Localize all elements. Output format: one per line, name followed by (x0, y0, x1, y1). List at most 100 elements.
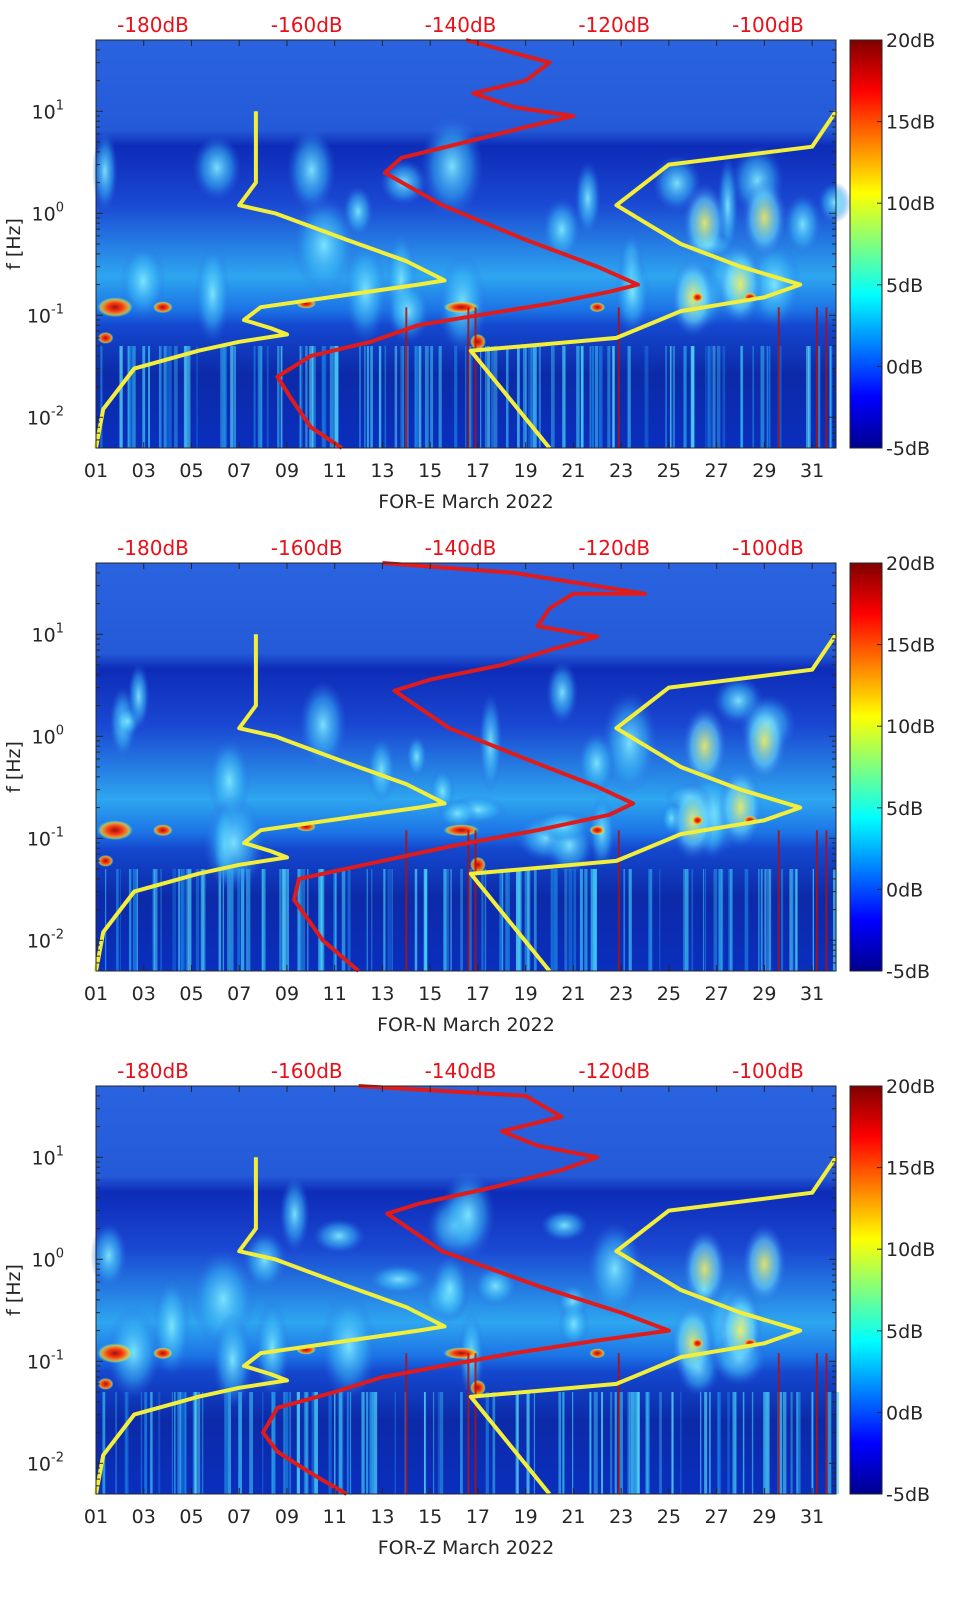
spectrogram-streak (337, 346, 339, 448)
spectrogram-streak (311, 1392, 315, 1494)
spectrogram-streak (627, 346, 631, 448)
spectrogram-streak (116, 869, 119, 971)
spectrum-median-line (292, 561, 647, 973)
energy-blob (742, 1223, 787, 1304)
colorbar-label: -5dB (886, 438, 930, 460)
spectrogram-streak (320, 869, 323, 971)
noise-model-low-line (94, 634, 447, 972)
x-axis-title: FOR-Z March 2022 (378, 1537, 555, 1559)
x-tick-label: 29 (752, 460, 776, 482)
hot-spot (469, 1379, 486, 1396)
spectrogram-streak (432, 1392, 435, 1494)
spectrogram-streak (201, 869, 206, 971)
spectrogram-streak (402, 346, 404, 448)
spectrogram-streak (309, 346, 314, 448)
hot-spot (152, 824, 173, 837)
spectrogram-streak (260, 346, 263, 448)
spectrogram-streak (371, 869, 373, 971)
spectrogram-streak (321, 346, 325, 448)
spectrogram-streak (589, 1392, 592, 1494)
energy-blob (287, 128, 336, 213)
spectrogram-streak (124, 1392, 128, 1494)
hot-spot (589, 825, 606, 836)
spectrogram-streak (230, 346, 234, 448)
spectrogram-streak (469, 346, 473, 448)
spectrogram-streak (799, 1392, 801, 1494)
spectrogram-streak (195, 869, 200, 971)
spectrogram-streak (712, 346, 716, 448)
spectrogram-streak (419, 346, 422, 448)
x-tick-label: 21 (561, 460, 585, 482)
spectrogram-streak (445, 869, 449, 971)
spectrogram-streak (100, 346, 103, 448)
spectrogram-streak (394, 346, 398, 448)
spectrogram-streak (669, 346, 672, 448)
spectrogram-streak (159, 346, 162, 448)
spectrogram-streak (682, 869, 686, 971)
top-db-label: -120dB (578, 1059, 650, 1083)
energy-blob (441, 1169, 495, 1260)
y-tick-label: 101 (32, 1144, 64, 1169)
hot-spot (469, 856, 486, 873)
spectrogram-streak (515, 1392, 519, 1494)
spectrogram-streak (178, 869, 180, 971)
spectrogram-streak (691, 869, 694, 971)
energy-blob (420, 115, 484, 218)
x-tick-label: 13 (370, 460, 394, 482)
hot-spot (691, 1338, 704, 1349)
x-tick-label: 09 (275, 460, 299, 482)
spectrogram-streak (742, 1392, 745, 1494)
spectrogram-streak (524, 869, 529, 971)
spectrogram-streak (713, 869, 718, 971)
spectrogram-streak (612, 346, 615, 448)
spectrogram-streak (460, 1392, 463, 1494)
top-db-label: -160dB (271, 536, 343, 560)
x-tick-label: 21 (561, 1506, 585, 1528)
spectrogram-streak (812, 869, 814, 971)
y-tick-label: 10-1 (27, 825, 64, 850)
spectrogram-streak (766, 1392, 770, 1494)
top-db-label: -160dB (271, 1059, 343, 1083)
spectrogram-streak (516, 1392, 519, 1494)
spectrogram-streak (538, 346, 541, 448)
spectrogram-streak (438, 346, 442, 448)
spectrogram-streak (314, 1392, 318, 1494)
spectrogram-streak (659, 1392, 662, 1494)
x-tick-label: 05 (179, 1506, 203, 1528)
x-tick-label: 11 (323, 983, 347, 1005)
spectrogram-streak (299, 346, 301, 448)
spectrogram-streak (591, 346, 595, 448)
energy-blob (367, 1264, 430, 1295)
x-tick-label: 23 (609, 983, 633, 1005)
spectrogram-streak (530, 346, 533, 448)
energy-blob (586, 1221, 643, 1317)
colorbar-label: 5dB (886, 275, 923, 297)
spectrogram-streak (369, 1392, 372, 1494)
spectrogram-streak (533, 1392, 536, 1494)
top-db-label: -140dB (425, 536, 497, 560)
top-db-label: -120dB (578, 536, 650, 560)
x-tick-label: 07 (227, 1506, 251, 1528)
spectrogram-streak (790, 1392, 793, 1494)
y-tick-label: 100 (32, 1246, 64, 1271)
top-db-label: -140dB (425, 1059, 497, 1083)
energy-blob (682, 183, 727, 264)
spectrogram-streak (394, 1392, 396, 1494)
spectrogram-streak (644, 346, 649, 448)
x-tick-label: 17 (466, 460, 490, 482)
spectrogram-streak (179, 1392, 182, 1494)
y-tick-label: 100 (32, 723, 64, 748)
spectrogram-streak (528, 346, 532, 448)
spectrogram-streak (525, 346, 527, 448)
spectrogram-streak (780, 869, 784, 971)
spectrum-median-line (275, 38, 640, 450)
spectrogram-streak (763, 1392, 767, 1494)
x-tick-label: 13 (370, 983, 394, 1005)
spectrogram-streak (769, 869, 772, 971)
spectrogram-streak (132, 346, 136, 448)
hot-spot (97, 1377, 114, 1390)
spectrogram-streak (752, 346, 754, 448)
spectrogram-streak (766, 346, 768, 448)
x-tick-label: 05 (179, 460, 203, 482)
noise-model-low-line (94, 1157, 447, 1495)
